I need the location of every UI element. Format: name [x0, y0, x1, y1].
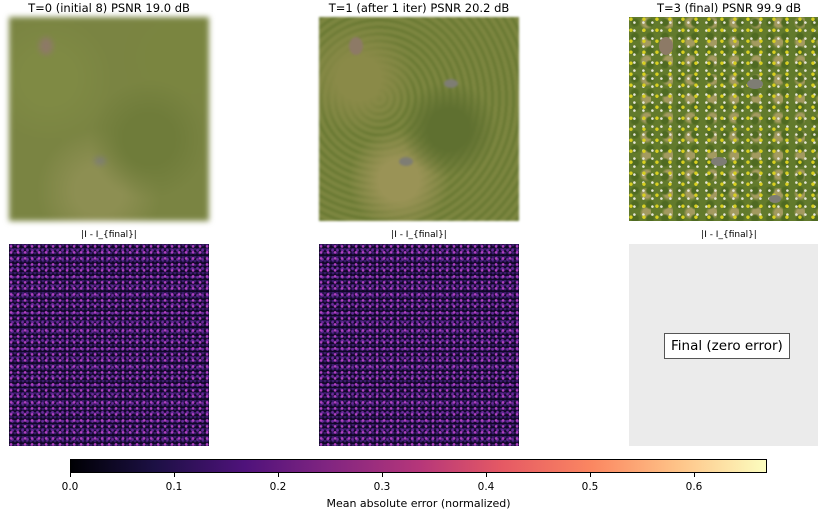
- colorbar-tick-mark: [278, 473, 279, 477]
- colorbar-tick-label: 0.6: [685, 481, 703, 493]
- error-map-t0: [9, 244, 209, 446]
- colorbar-tick-label: 0.5: [581, 481, 599, 493]
- colorbar-tick-label: 0.3: [373, 481, 391, 493]
- colorbar: [70, 459, 767, 473]
- error-title-t0: |I - I_{final}|: [81, 230, 137, 240]
- final-zero-error-note: Final (zero error): [664, 333, 790, 359]
- reconstruction-image-t3: [629, 17, 818, 221]
- colorbar-tick-mark: [694, 473, 695, 477]
- panel-title-t0: T=0 (initial 8) PSNR 19.0 dB: [28, 1, 190, 15]
- error-title-t1: |I - I_{final}|: [391, 230, 447, 240]
- reconstruction-image-t1: [319, 17, 519, 221]
- colorbar-tick-mark: [70, 473, 71, 477]
- reconstruction-image-t0: [9, 17, 209, 221]
- panel-title-t3: T=3 (final) PSNR 99.9 dB: [657, 1, 801, 15]
- colorbar-tick-mark: [590, 473, 591, 477]
- colorbar-tick-label: 0.2: [269, 481, 287, 493]
- error-title-t3: |I - I_{final}|: [701, 230, 757, 240]
- colorbar-tick-mark: [382, 473, 383, 477]
- error-map-t1: [319, 244, 519, 446]
- panel-title-t1: T=1 (after 1 iter) PSNR 20.2 dB: [328, 1, 510, 15]
- colorbar-tick-mark: [174, 473, 175, 477]
- colorbar-tick-label: 0.1: [165, 481, 183, 493]
- colorbar-tick-mark: [486, 473, 487, 477]
- colorbar-tick-label: 0.4: [477, 481, 495, 493]
- colorbar-tick-label: 0.0: [61, 481, 79, 493]
- colorbar-label: Mean absolute error (normalized): [326, 497, 511, 510]
